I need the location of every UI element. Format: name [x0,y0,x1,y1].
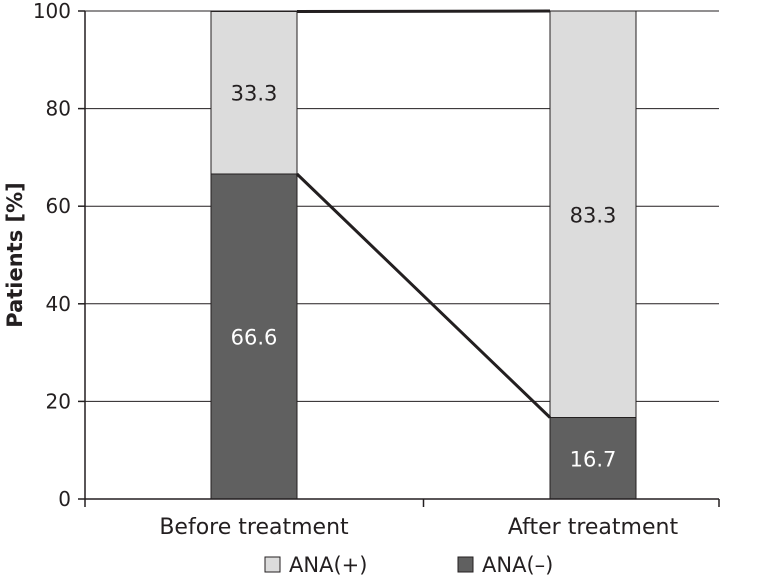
data-label-ana-after-treatment: 16.7 [570,447,617,471]
bar-ana-after-treatment [549,10,637,419]
y-tick-label-80: 80 [46,97,71,121]
y-tick-label-0: 0 [58,487,71,511]
connector-line-boundary [295,172,552,419]
y-tick-label-60: 60 [46,194,71,218]
legend-label-ana: ANA(+) [289,553,367,577]
axes [78,10,720,507]
data-label-ana-before-treatment: 33.3 [231,82,278,106]
legend-swatch-ana [264,556,281,573]
legend: ANA(+) ANA(–) [264,553,553,577]
data-labels: 66.6 33.3 16.7 83.3 [231,82,617,472]
category-label-after-treatment: After treatment [508,515,679,540]
y-tick-labels: 0 20 40 60 80 100 [33,0,71,511]
y-tick-label-100: 100 [33,0,71,23]
legend-label-ana: ANA(–) [482,553,553,577]
legend-swatch-ana [457,556,474,573]
data-label-ana-after-treatment: 83.3 [570,203,617,227]
bar-ana-before-treatment [210,10,298,175]
bar-ana-after-treatment [549,417,637,500]
category-labels: Before treatment After treatment [159,515,678,540]
bars [210,10,637,500]
y-axis-title: Patients [%] [3,182,27,328]
connector-lines [295,9,552,419]
y-tick-label-40: 40 [46,292,71,316]
category-label-before-treatment: Before treatment [159,515,349,540]
y-tick-label-20: 20 [46,389,71,413]
data-label-ana-before-treatment: 66.6 [231,325,278,349]
